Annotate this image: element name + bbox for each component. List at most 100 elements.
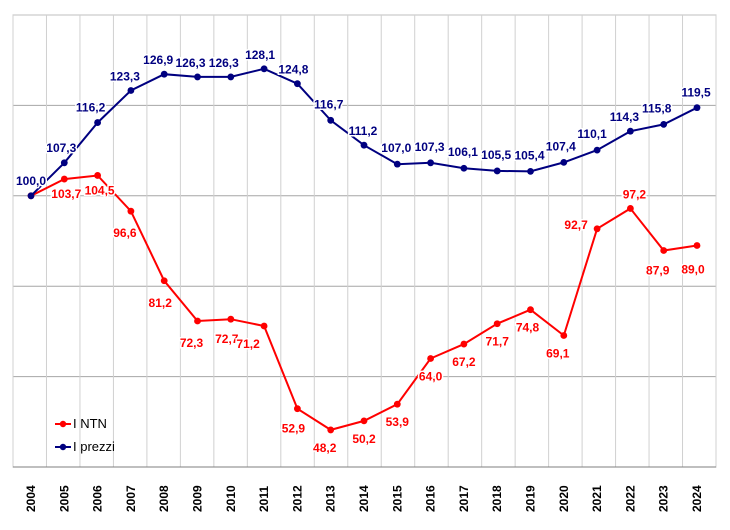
data-label-ntn: 87,9 [646,263,670,277]
data-label-prezzi: 105,5 [481,148,511,162]
data-point-prezzi [27,192,35,200]
x-tick-label: 2007 [124,485,138,512]
data-label-ntn: 48,2 [313,441,337,455]
data-point-prezzi [227,73,235,81]
x-tick-label: 2018 [490,485,504,512]
x-tick-labels: 2004 2005 2006 2007 2008 2009 2010 2011 2012 2013… [24,485,704,512]
x-tick-label: 2009 [191,485,205,512]
data-point-ntn [493,320,501,328]
data-label-prezzi: 124,8 [278,63,308,77]
data-point-ntn [593,225,601,233]
data-label-prezzi: 126,3 [175,56,205,70]
data-label-prezzi: 105,4 [514,148,544,162]
data-label-prezzi: 116,2 [76,101,106,115]
data-label-ntn: 89,0 [681,263,705,277]
data-point-ntn [527,306,534,314]
data-label-prezzi: 126,9 [143,53,173,67]
data-point-ntn [294,405,301,413]
data-label-prezzi: 111,2 [349,124,378,138]
data-label-ntn: 72,7 [215,332,239,346]
data-label-prezzi: 116,7 [314,97,344,111]
data-point-prezzi [427,159,434,167]
x-tick-label: 2017 [457,485,471,512]
data-point-prezzi [460,164,468,172]
x-tick-label: 2016 [424,485,438,512]
data-label-prezzi: 100,0 [16,174,46,188]
data-label-prezzi: 107,3 [415,140,445,154]
data-point-prezzi [294,80,301,88]
series-group: 103,7 104,5 96,6 81,2 72,3 72,771,2 52,9 48,2 50… [14,46,712,456]
grid-lines [12,15,717,467]
data-point-ntn [194,317,201,325]
x-tick-label: 2008 [157,485,171,512]
data-label-ntn: 53,9 [386,415,410,429]
data-label-ntn: 64,0 [419,370,443,384]
data-point-prezzi [360,141,368,149]
data-label-ntn: 71,7 [486,335,510,349]
data-point-ntn [260,322,268,330]
data-point-ntn [460,340,468,348]
data-label-ntn: 69,1 [546,346,570,360]
data-point-prezzi [493,167,501,175]
data-label-prezzi: 123,3 [110,69,140,83]
data-label-ntn: 71,2 [236,337,260,351]
x-tick-label: 2019 [524,485,538,512]
data-label-prezzi: 110,1 [577,127,607,141]
x-tick-label: 2020 [557,485,571,512]
data-label-ntn: 92,7 [564,218,588,232]
data-point-ntn [227,315,235,323]
x-tick-label: 2024 [690,485,704,512]
x-tick-label: 2004 [24,485,38,512]
data-label-prezzi: 114,3 [610,110,640,124]
data-label-prezzi: 107,3 [46,141,76,155]
data-point-prezzi [693,104,701,112]
data-point-prezzi [60,159,68,167]
data-label-ntn: 81,2 [149,296,173,310]
legend-label-prezzi: I prezzi [73,439,115,454]
data-label-ntn: 96,6 [113,226,137,240]
data-point-prezzi [593,146,601,154]
data-label-prezzi: 126,3 [209,56,239,70]
data-point-ntn [94,172,101,179]
data-point-prezzi [327,116,335,124]
data-label-ntn: 52,9 [282,422,306,436]
data-point-ntn [393,400,401,408]
legend: I NTN I prezzi [55,416,115,454]
data-point-prezzi [160,70,168,78]
data-point-ntn [127,207,135,215]
x-tick-label: 2011 [257,486,271,512]
data-label-prezzi: 128,1 [245,48,275,62]
data-label-ntn: 97,2 [623,187,647,201]
data-point-ntn [660,247,668,254]
data-point-prezzi [627,127,634,135]
data-label-ntn: 50,2 [352,432,376,446]
x-tick-label: 2010 [224,485,238,512]
data-label-prezzi: 119,5 [681,86,711,100]
x-tick-label: 2023 [657,485,671,512]
data-label-prezzi: 115,8 [642,101,672,115]
data-point-prezzi [127,87,135,94]
x-tick-label: 2015 [390,485,404,512]
x-tick-label: 2006 [91,485,105,512]
x-tick-label: 2005 [57,485,71,512]
data-label-prezzi: 107,4 [546,139,576,153]
data-point-prezzi [660,120,668,128]
legend-marker-dot-prezzi [59,443,67,451]
data-label-ntn: 104,5 [85,183,115,197]
data-point-ntn [327,426,335,434]
data-label-ntn: 72,3 [180,336,204,350]
x-tick-label: 2021 [590,485,604,512]
data-point-ntn [360,417,368,425]
data-label-ntn: 67,2 [452,355,476,369]
data-point-ntn [627,205,634,212]
data-point-ntn [560,332,568,339]
data-label-prezzi: 107,0 [381,141,411,155]
data-point-prezzi [260,65,268,73]
data-point-ntn [60,175,68,183]
legend-marker-dot-ntn [59,420,67,428]
data-point-prezzi [393,160,401,168]
data-point-ntn [427,355,434,362]
legend-label-ntn: I NTN [73,416,107,431]
x-tick-label: 2013 [324,485,338,512]
x-tick-label: 2022 [623,485,637,512]
